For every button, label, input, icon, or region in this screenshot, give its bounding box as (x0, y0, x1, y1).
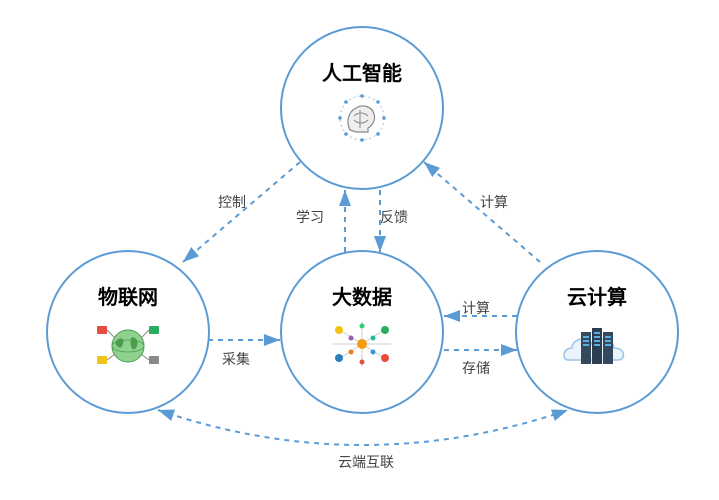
brain-icon (330, 92, 394, 144)
node-bigdata-title: 大数据 (332, 281, 392, 310)
scatter-icon (327, 316, 397, 372)
edge-label-iot-cloud: 云端互联 (338, 452, 394, 472)
node-cloud-title: 云计算 (567, 281, 627, 310)
servers-icon (560, 316, 634, 372)
edge-cloud-ai (424, 162, 540, 262)
node-bigdata: 大数据 (280, 250, 444, 414)
node-cloud: 云计算 (515, 250, 679, 414)
edge-label-big-cloud-b: 存储 (462, 358, 490, 378)
edge-label-cloud-ai: 计算 (480, 192, 508, 212)
node-iot-title: 物联网 (98, 281, 158, 310)
edge-label-iot-big: 采集 (222, 349, 250, 369)
edge-label-ai-iot: 控制 (218, 192, 246, 212)
edge-iot-cloud (158, 410, 568, 445)
edge-label-ai-big-r: 反馈 (380, 207, 408, 227)
edge-ai-iot (183, 162, 300, 262)
node-iot: 物联网 (46, 250, 210, 414)
node-ai: 人工智能 (280, 26, 444, 190)
globe-icon (95, 316, 161, 372)
node-ai-title: 人工智能 (322, 57, 402, 86)
edge-label-cloud-big-t: 计算 (462, 298, 490, 318)
edge-label-ai-big-l: 学习 (296, 207, 324, 227)
